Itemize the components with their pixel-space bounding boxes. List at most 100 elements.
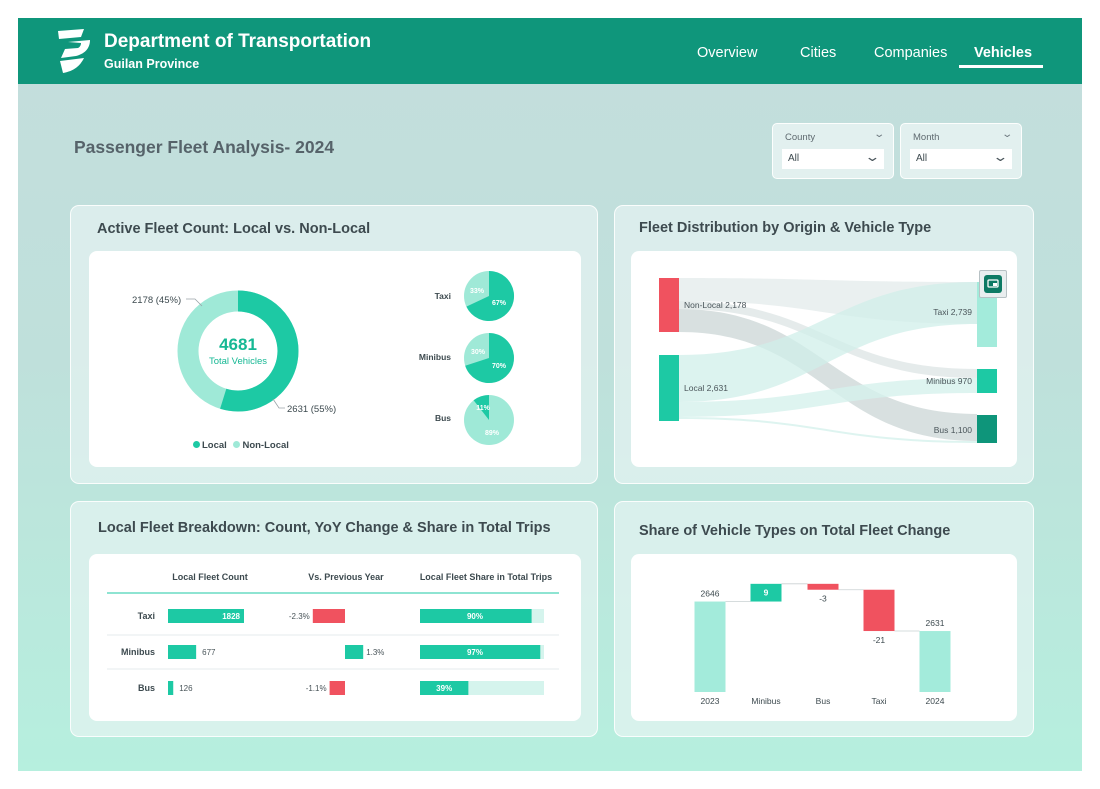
yoy-bar-minibus[interactable] [345,645,364,659]
count-bar-taxi[interactable] [168,609,244,623]
yoy-value-taxi: -2.3% [289,612,310,621]
county-slicer: County ⌄ All ⌄ [772,123,894,179]
count-bar-minibus[interactable] [168,645,197,659]
sankey-node-nonlocal[interactable] [659,278,679,332]
pie-bus-local-pct: 11% [476,405,490,412]
waterfall-category-taxi: Taxi [871,696,886,706]
donut-legend: Local Non-Local [193,440,289,451]
sankey-node-bus[interactable] [977,415,997,443]
local-breakdown-card: Local Fleet Breakdown: Count, YoY Change… [70,501,598,737]
pie-bus[interactable]: Bus 11% 89% [435,395,514,445]
chevron-down-icon[interactable]: ⌄ [872,129,885,140]
share-bar-bus[interactable] [420,681,469,695]
pie-taxi[interactable]: Taxi 33% 67% [435,270,515,321]
count-value-bus: 126 [179,684,193,693]
sankey-label-local: Local 2,631 [684,383,728,393]
active-fleet-title: Active Fleet Count: Local vs. Non-Local [97,221,371,237]
sankey-label-minibus: Minibus 970 [926,376,972,386]
donut-local-label: 2631 (55%) [287,404,336,415]
pie-bus-local-slice[interactable] [473,395,489,420]
sankey-node-taxi[interactable] [977,282,997,347]
pie-minibus-nonlocal-pct: 30% [471,349,486,356]
waterfall-value-minibus: 9 [764,588,769,598]
share-value-bus: 39% [436,684,452,693]
nav-tab-vehicles[interactable]: Vehicles [974,45,1033,61]
yoy-value-minibus: 1.3% [366,648,384,657]
share-bar-taxi[interactable] [420,609,532,623]
count-value-minibus: 677 [202,648,216,657]
yoy-bar-bus[interactable] [329,681,345,695]
total-vehicles-label: Total Vehicles [209,356,267,367]
col-header-share: Local Fleet Share in Total Trips [420,572,552,582]
row-label-minibus: Minibus [121,647,155,657]
nav-tab-cities[interactable]: Cities [800,45,837,61]
active-fleet-chart: 4681 Total Vehicles 2178 (45%) 2631 (55%… [132,270,515,445]
total-vehicles-value: 4681 [219,335,257,354]
pie-minibus-local-slice[interactable] [465,333,514,383]
sankey-node-local[interactable] [659,355,679,421]
focus-mode-icon [984,275,1002,293]
chevron-down-icon[interactable]: ⌄ [864,149,881,164]
pie-taxi-nonlocal-pct: 33% [470,288,485,295]
month-selected-value: All [916,153,928,164]
month-slicer: Month ⌄ All ⌄ [900,123,1022,179]
nav-tab-overview[interactable]: Overview [697,45,758,61]
nav-tab-companies[interactable]: Companies [874,45,948,61]
count-bar-bus[interactable] [168,681,174,695]
share-value-minibus: 97% [467,648,483,657]
sankey-chart: Non-Local 2,178 Local 2,631 Taxi 2,739 M… [659,278,997,443]
local-breakdown-table: Local Fleet Count Vs. Previous Year Loca… [107,572,559,695]
province-subtitle: Guilan Province [104,57,200,71]
active-fleet-card: Active Fleet Count: Local vs. Non-Local … [70,205,598,484]
county-dropdown[interactable]: All ⌄ [782,149,884,169]
waterfall-chart: 2646 2023 9 Minibus -3 Bus -21 Taxi 2631 2024 [694,583,951,706]
waterfall-bar-minibus[interactable] [750,583,782,602]
pie-taxi-local-slice[interactable] [466,270,515,321]
legend-local-text[interactable]: Local [202,440,227,451]
active-fleet-panel: 4681 Total Vehicles 2178 (45%) 2631 (55%… [89,251,581,467]
col-header-yoy: Vs. Previous Year [308,572,384,582]
waterfall-bar-taxi[interactable] [863,589,895,632]
pie-minibus-local-pct: 70% [492,363,507,370]
row-label-taxi: Taxi [138,611,155,621]
nonlocal-leader-line [186,298,203,307]
waterfall-value-2023: 2646 [701,589,720,599]
waterfall-value-taxi: -21 [873,635,886,645]
sankey-node-minibus[interactable] [977,369,997,393]
share-bar-minibus[interactable] [420,645,541,659]
row-label-bus: Bus [138,683,155,693]
local-breakdown-panel: Local Fleet Count Vs. Previous Year Loca… [89,554,581,721]
chevron-down-icon[interactable]: ⌄ [992,149,1009,164]
pie-bus-nonlocal-pct: 89% [485,430,500,437]
dashboard-frame: Department of Transportation Guilan Prov… [18,18,1082,771]
fleet-change-title: Share of Vehicle Types on Total Fleet Ch… [639,523,951,539]
county-slicer-label: County [785,132,816,143]
fleet-change-card: Share of Vehicle Types on Total Fleet Ch… [614,501,1034,737]
pie-taxi-label: Taxi [435,291,451,301]
pie-minibus[interactable]: Minibus 30% 70% [419,333,514,383]
chevron-down-icon[interactable]: ⌄ [1000,129,1013,140]
waterfall-category-bus: Bus [816,696,831,706]
month-slicer-label: Month [913,132,940,143]
flow-nonlocal-bus[interactable] [679,309,977,441]
legend-nonlocal-text[interactable]: Non-Local [242,440,289,451]
fleet-distribution-panel: Non-Local 2,178 Local 2,631 Taxi 2,739 M… [631,251,1017,467]
pie-taxi-local-pct: 67% [492,300,507,307]
fleet-change-panel: 2646 2023 9 Minibus -3 Bus -21 Taxi 2631 2024 [631,554,1017,721]
sankey-label-bus: Bus 1,100 [934,425,973,435]
flow-local-bus[interactable] [679,417,977,443]
yoy-bar-taxi[interactable] [312,609,345,623]
share-value-taxi: 90% [467,612,483,621]
pie-bus-label: Bus [435,413,451,423]
month-dropdown[interactable]: All ⌄ [910,149,1012,169]
waterfall-bar-2023[interactable] [694,601,726,692]
waterfall-value-2024: 2631 [926,618,945,628]
donut-local-segment[interactable] [177,290,299,412]
waterfall-bar-bus[interactable] [807,583,839,590]
focus-mode-button[interactable] [979,270,1007,298]
waterfall-bar-2024[interactable] [919,631,951,692]
pie-minibus-label: Minibus [419,352,451,362]
page-title: Passenger Fleet Analysis- 2024 [74,137,335,157]
flow-local-minibus[interactable] [679,378,977,417]
flow-local-taxi[interactable] [679,282,977,402]
